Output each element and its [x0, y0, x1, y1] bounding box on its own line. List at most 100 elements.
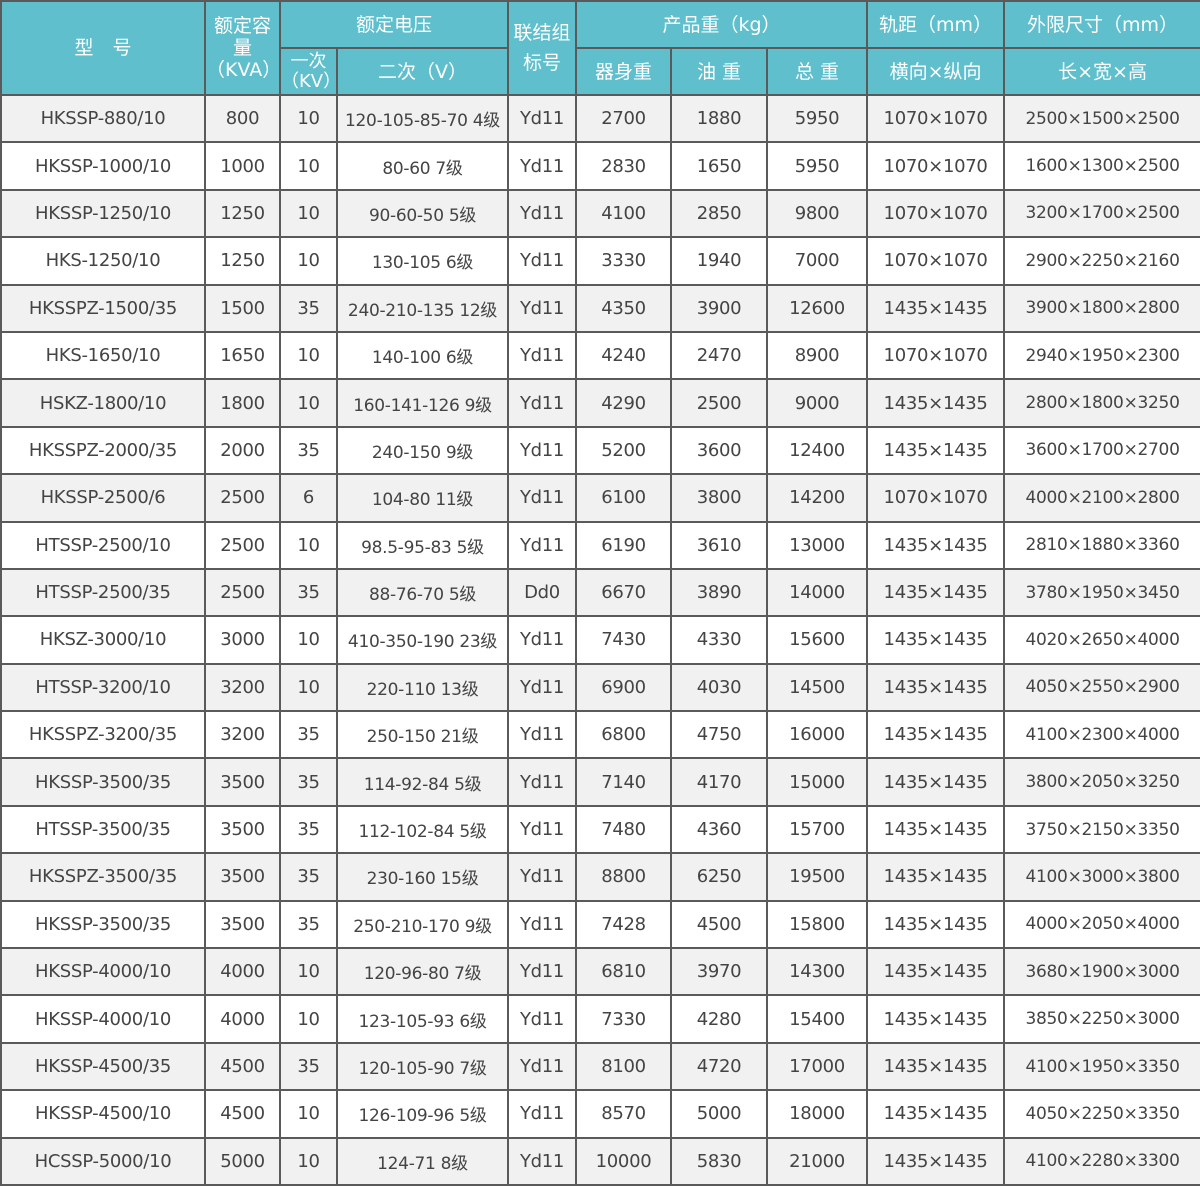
cell-secondary-voltage: 240-210-135 12级	[335, 283, 510, 333]
cell-oil-weight: 2470	[670, 330, 769, 381]
cell-oil-weight: 3600	[670, 425, 769, 476]
cell-model: HKSSP-2500/6	[0, 473, 206, 523]
header-voltage: 额定电压	[278, 0, 510, 49]
cell-dimensions: 3850×2250×3000	[1003, 994, 1200, 1044]
cell-total-weight: 15600	[766, 615, 869, 665]
cell-total-weight: 21000	[766, 1136, 869, 1186]
header-dimensions: 外限尺寸（mm）	[1003, 0, 1200, 49]
cell-oil-weight: 5000	[670, 1089, 769, 1139]
cell-total-weight: 12600	[766, 283, 869, 333]
cell-capacity: 2000	[204, 425, 281, 476]
table-row: HKSSP-1250/10 1250 10 90-60-50 5级 Yd11 4100 28…	[0, 188, 1200, 239]
cell-model: HKSSP-880/10	[0, 93, 206, 144]
cell-body-weight: 4100	[575, 188, 673, 239]
table-row: HKSSP-880/10 800 10 120-105-85-70 4级 Yd11 270…	[0, 93, 1200, 144]
cell-connection: Yd11	[507, 141, 578, 191]
cell-oil-weight: 1650	[670, 141, 769, 191]
cell-model: HKSSP-1250/10	[0, 188, 206, 239]
cell-total-weight: 13000	[766, 520, 869, 570]
header-total-weight: 总 重	[766, 47, 869, 96]
cell-dimensions: 3200×1700×2500	[1003, 188, 1200, 239]
table-row: HKSSPZ-3200/35 3200 35 250-150 21级 Yd11 6800 4…	[0, 710, 1200, 760]
cell-primary-voltage: 10	[279, 141, 338, 191]
cell-dimensions: 3780×1950×3450	[1003, 567, 1200, 618]
cell-primary-voltage: 10	[279, 330, 338, 381]
cell-gauge: 1435×1435	[866, 662, 1006, 713]
cell-secondary-voltage: 123-105-93 6级	[335, 994, 510, 1044]
cell-dimensions: 4050×2250×3350	[1003, 1089, 1200, 1139]
cell-body-weight: 5200	[575, 425, 673, 476]
table-row: HKSSP-1000/10 1000 10 80-60 7级 Yd11 2830 1650 5…	[0, 141, 1200, 191]
cell-connection: Yd11	[507, 283, 578, 333]
cell-primary-voltage: 10	[279, 1136, 338, 1186]
cell-dimensions: 2500×1500×2500	[1003, 93, 1200, 144]
cell-body-weight: 2830	[575, 141, 673, 191]
cell-body-weight: 6670	[575, 567, 673, 618]
cell-oil-weight: 4330	[670, 615, 769, 665]
cell-capacity: 3200	[204, 662, 281, 713]
cell-capacity: 3500	[204, 899, 281, 950]
cell-total-weight: 15700	[766, 804, 869, 855]
cell-secondary-voltage: 98.5-95-83 5级	[335, 520, 510, 570]
cell-body-weight: 4240	[575, 330, 673, 381]
table-row: HKSSP-3500/35 3500 35 250-210-170 9级 Yd11 742…	[0, 899, 1200, 950]
cell-model: HKSSP-3500/35	[0, 757, 206, 807]
cell-body-weight: 8800	[575, 852, 673, 902]
cell-secondary-voltage: 120-105-90 7级	[335, 1041, 510, 1092]
header-secondary: 二次（V）	[335, 47, 510, 96]
cell-model: HKSZ-3000/10	[0, 615, 206, 665]
cell-oil-weight: 4170	[670, 757, 769, 807]
cell-model: HTSSP-3500/35	[0, 804, 206, 855]
cell-primary-voltage: 35	[279, 899, 338, 950]
header-body-weight: 器身重	[575, 47, 673, 96]
cell-oil-weight: 5830	[670, 1136, 769, 1186]
cell-capacity: 4000	[204, 994, 281, 1044]
cell-gauge: 1435×1435	[866, 520, 1006, 570]
cell-total-weight: 15800	[766, 899, 869, 950]
table-row: HKS-1650/10 1650 10 140-100 6级 Yd11 4240 2470 8…	[0, 330, 1200, 381]
cell-total-weight: 19500	[766, 852, 869, 902]
cell-body-weight: 6190	[575, 520, 673, 570]
cell-total-weight: 14200	[766, 473, 869, 523]
header-model: 型 号	[0, 0, 206, 96]
cell-connection: Yd11	[507, 757, 578, 807]
cell-gauge: 1070×1070	[866, 473, 1006, 523]
cell-capacity: 2500	[204, 473, 281, 523]
cell-model: HKS-1650/10	[0, 330, 206, 381]
cell-secondary-voltage: 112-102-84 5级	[335, 804, 510, 855]
cell-model: HCSSP-5000/10	[0, 1136, 206, 1186]
cell-dimensions: 4000×2100×2800	[1003, 473, 1200, 523]
cell-primary-voltage: 35	[279, 804, 338, 855]
header-weight: 产品重（kg）	[575, 0, 869, 49]
cell-connection: Yd11	[507, 236, 578, 286]
header-gauge: 轨距（mm）	[866, 0, 1006, 49]
cell-primary-voltage: 10	[279, 378, 338, 428]
cell-total-weight: 8900	[766, 330, 869, 381]
cell-total-weight: 15400	[766, 994, 869, 1044]
cell-primary-voltage: 35	[279, 757, 338, 807]
cell-gauge: 1435×1435	[866, 710, 1006, 760]
cell-gauge: 1435×1435	[866, 757, 1006, 807]
cell-model: HKSSPZ-3200/35	[0, 710, 206, 760]
header-connection: 联结组标号	[507, 0, 578, 96]
table-row: HCSSP-5000/10 5000 10 124-71 8级 Yd11 10000 583…	[0, 1136, 1200, 1186]
cell-total-weight: 14500	[766, 662, 869, 713]
cell-total-weight: 5950	[766, 93, 869, 144]
header-oil-weight: 油 重	[670, 47, 769, 96]
cell-oil-weight: 4750	[670, 710, 769, 760]
cell-primary-voltage: 35	[279, 425, 338, 476]
cell-capacity: 1500	[204, 283, 281, 333]
cell-oil-weight: 1880	[670, 93, 769, 144]
cell-oil-weight: 4500	[670, 899, 769, 950]
cell-capacity: 3500	[204, 757, 281, 807]
cell-secondary-voltage: 220-110 13级	[335, 662, 510, 713]
table-row: HTSSP-3200/10 3200 10 220-110 13级 Yd11 6900 40…	[0, 662, 1200, 713]
cell-oil-weight: 4280	[670, 994, 769, 1044]
cell-model: HKS-1250/10	[0, 236, 206, 286]
cell-gauge: 1435×1435	[866, 1089, 1006, 1139]
cell-body-weight: 2700	[575, 93, 673, 144]
cell-connection: Yd11	[507, 1041, 578, 1092]
cell-capacity: 1000	[204, 141, 281, 191]
cell-secondary-voltage: 240-150 9级	[335, 425, 510, 476]
cell-oil-weight: 4030	[670, 662, 769, 713]
